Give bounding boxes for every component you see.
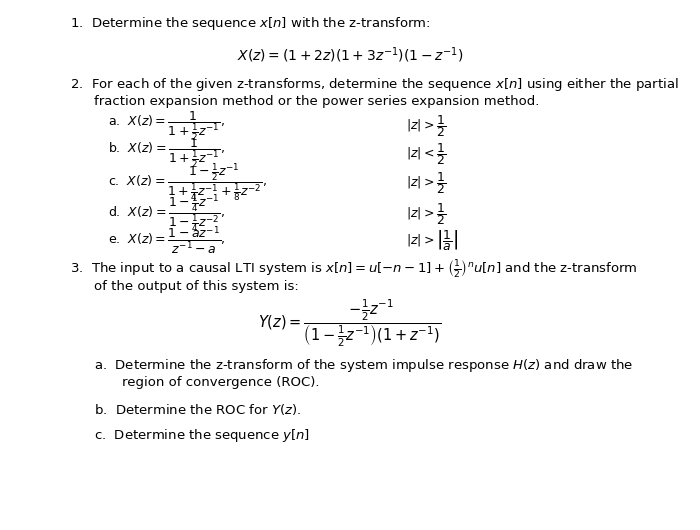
Text: $X(z) = (1 + 2z)(1 + 3z^{-1})(1 - z^{-1})$: $X(z) = (1 + 2z)(1 + 3z^{-1})(1 - z^{-1}… — [237, 46, 463, 65]
Text: $|z| > \dfrac{1}{2}$: $|z| > \dfrac{1}{2}$ — [406, 113, 447, 139]
Text: a.  $X(z) = \dfrac{1}{1+\frac{1}{2}z^{-1}},$: a. $X(z) = \dfrac{1}{1+\frac{1}{2}z^{-1}… — [108, 109, 225, 143]
Text: e.  $X(z) = \dfrac{1-az^{-1}}{z^{-1}-a},$: e. $X(z) = \dfrac{1-az^{-1}}{z^{-1}-a},$ — [108, 224, 226, 256]
Text: 3.  The input to a causal LTI system is $x[n] = u[-n-1] + \left(\frac{1}{2}\righ: 3. The input to a causal LTI system is $… — [70, 258, 638, 280]
Text: $|z| < \dfrac{1}{2}$: $|z| < \dfrac{1}{2}$ — [406, 141, 447, 166]
Text: a.  Determine the z-transform of the system impulse response $H(z)$ and draw the: a. Determine the z-transform of the syst… — [94, 357, 634, 374]
Text: region of convergence (ROC).: region of convergence (ROC). — [122, 376, 320, 389]
Text: $|z| > \dfrac{1}{2}$: $|z| > \dfrac{1}{2}$ — [406, 170, 447, 196]
Text: c.  Determine the sequence $y[n]$: c. Determine the sequence $y[n]$ — [94, 427, 311, 444]
Text: d.  $X(z) = \dfrac{1-\frac{1}{4}z^{-1}}{1-\frac{1}{4}z^{-2}},$: d. $X(z) = \dfrac{1-\frac{1}{4}z^{-1}}{1… — [108, 192, 225, 235]
Text: 1.  Determine the sequence $x[n]$ with the z-transform:: 1. Determine the sequence $x[n]$ with th… — [70, 15, 430, 32]
Text: $|z| > \dfrac{1}{2}$: $|z| > \dfrac{1}{2}$ — [406, 201, 447, 226]
Text: $|z| > \left|\dfrac{1}{a}\right|$: $|z| > \left|\dfrac{1}{a}\right|$ — [406, 228, 459, 252]
Text: fraction expansion method or the power series expansion method.: fraction expansion method or the power s… — [94, 95, 540, 108]
Text: b.  Determine the ROC for $Y(z)$.: b. Determine the ROC for $Y(z)$. — [94, 402, 302, 417]
Text: c.  $X(z) = \dfrac{1-\frac{1}{2}z^{-1}}{1+\frac{1}{4}z^{-1}+\frac{1}{8}z^{-2}},$: c. $X(z) = \dfrac{1-\frac{1}{2}z^{-1}}{1… — [108, 162, 267, 204]
Text: $Y(z) = \dfrac{-\frac{1}{2}z^{-1}}{\left(1-\frac{1}{2}z^{-1}\right)(1+z^{-1})}$: $Y(z) = \dfrac{-\frac{1}{2}z^{-1}}{\left… — [258, 297, 442, 349]
Text: b.  $X(z) = \dfrac{1}{1+\frac{1}{2}z^{-1}},$: b. $X(z) = \dfrac{1}{1+\frac{1}{2}z^{-1}… — [108, 137, 225, 171]
Text: of the output of this system is:: of the output of this system is: — [94, 280, 300, 293]
Text: 2.  For each of the given z-transforms, determine the sequence $x[n]$ using eith: 2. For each of the given z-transforms, d… — [70, 76, 679, 93]
